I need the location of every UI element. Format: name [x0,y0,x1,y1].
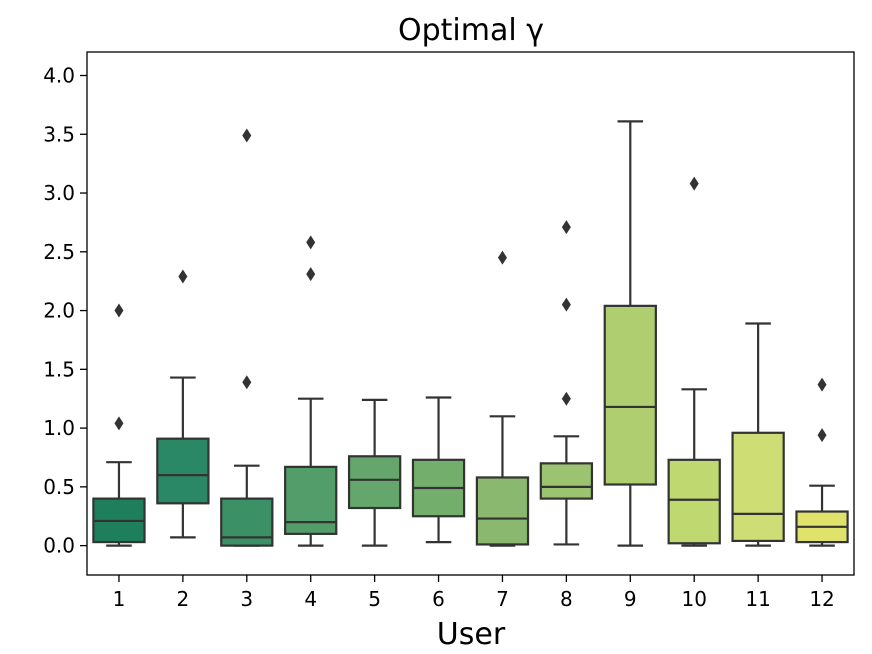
x-tick-label: 5 [368,587,381,611]
box-user-9 [603,120,657,547]
x-tick-label: 8 [560,587,573,611]
y-tick-label: 0.5 [43,475,75,499]
outlier-point [114,303,124,318]
box-user-8 [539,220,594,546]
box-iqr [220,497,274,547]
box-iqr [156,437,210,505]
y-tick-label: 1.0 [43,416,75,440]
outlier-point [817,428,827,443]
x-tick-label: 7 [496,587,509,611]
plot-frame [86,51,855,576]
outlier-point [114,416,124,431]
box-iqr [603,304,657,486]
x-tick-label: 12 [809,587,834,611]
box-user-10 [667,176,721,547]
outlier-point [306,235,316,250]
box-user-4 [284,235,338,547]
box-user-6 [411,396,466,544]
chart-title: Optimal γ [398,13,544,48]
y-tick-label: 4.0 [43,64,75,88]
x-tick-label: 4 [304,587,317,611]
x-tick-label: 2 [177,587,190,611]
box-iqr [731,431,785,543]
x-axis-label: User [437,617,506,652]
y-tick-label: 3.0 [43,181,75,205]
box-user-11 [731,322,785,547]
box-user-3 [220,128,274,547]
y-tick-label: 0.0 [43,534,75,558]
box-iqr [667,458,721,545]
y-tick-label: 1.5 [43,357,75,381]
box-user-5 [347,398,402,547]
x-tick-label: 11 [745,587,770,611]
x-tick-label: 1 [113,587,126,611]
x-tick-label: 3 [240,587,253,611]
box-user-1 [92,303,146,547]
outlier-point [561,220,571,235]
box-user-2 [156,269,210,539]
outlier-point [242,375,252,390]
x-tick-label: 6 [432,587,445,611]
outlier-point [689,176,699,191]
x-tick-label: 9 [624,587,637,611]
box-user-7 [475,250,530,547]
x-tick-label: 10 [681,587,706,611]
y-tick-label: 2.5 [43,240,75,264]
plot-area [92,120,849,547]
box-iqr [539,462,594,500]
box-user-12 [795,377,849,547]
outlier-point [306,267,316,282]
y-tick-label: 2.0 [43,299,75,323]
outlier-point [561,391,571,406]
y-tick-label: 3.5 [43,122,75,146]
outlier-point [242,128,252,143]
box-iqr [347,455,402,510]
outlier-point [497,250,507,265]
outlier-point [178,269,188,284]
box-iqr [475,476,530,546]
box-iqr [284,465,338,535]
outlier-point [561,297,571,312]
outlier-point [817,377,827,392]
